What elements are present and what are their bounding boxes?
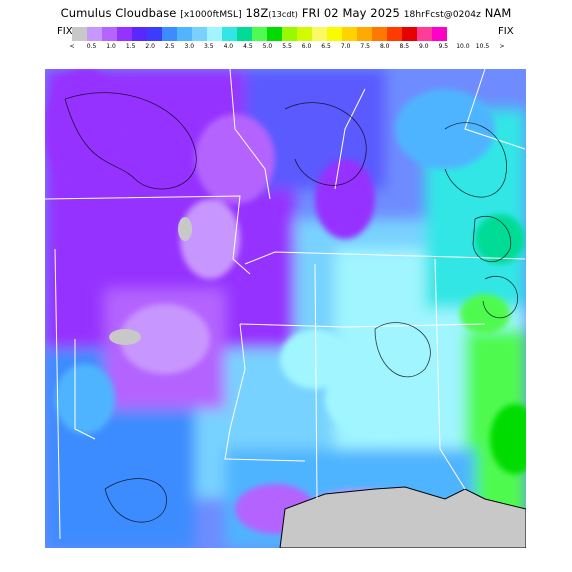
title-valid-local: (13cdt)	[268, 10, 299, 19]
colorbar-tick-label: <	[69, 43, 75, 50]
gulf-water	[279, 486, 526, 548]
colorbar-swatch	[117, 27, 132, 41]
contour-lines	[64, 92, 518, 523]
colorbar-swatch	[297, 27, 312, 41]
low-cloudbase-patch	[178, 217, 192, 241]
colorbar-tick-label: 2.5	[164, 43, 175, 50]
colorbar-left-label: FIX	[57, 26, 73, 37]
colorbar-swatch	[147, 27, 162, 41]
colorbar-swatch	[72, 27, 87, 41]
colorbar-tick-label: 10.0	[456, 43, 470, 50]
colorbar-tick-label: 3.0	[184, 43, 195, 50]
colorbar-tick-label: 10.5	[475, 43, 490, 50]
colorbar-swatch	[87, 27, 102, 41]
colorbar-tick-label: 9.5	[438, 43, 449, 50]
colorbar-tick-label: 9.0	[419, 43, 429, 50]
cloudbase-field	[45, 69, 526, 548]
low-cloudbase-patch	[109, 329, 141, 345]
colorbar-tick-label: 8.0	[379, 43, 390, 50]
colorbar-ticks: <0.5 1.0 1.5 2.0 2.5 3.0 3.5 4.0 4.5 5.0 5.5 6.0 6.5…	[64, 43, 504, 53]
colorbar-tick-label: 7.0	[340, 43, 351, 50]
colorbar-swatch	[192, 27, 207, 41]
colorbar-swatch	[417, 27, 432, 41]
colorbar-swatch	[432, 27, 447, 41]
title-product: Cumulus Cloudbase	[60, 6, 177, 20]
title-model: NAM	[484, 6, 512, 20]
colorbar-swatch	[402, 27, 417, 41]
colorbar-tick-label: 6.5	[321, 43, 331, 50]
colorbar-swatch	[387, 27, 402, 41]
colorbar-tick-label: 3.5	[204, 43, 214, 50]
colorbar-tick-label: 1.5	[125, 43, 136, 50]
colorbar-tick-label: >	[499, 43, 505, 50]
colorbar-right-label: FIX	[498, 26, 514, 37]
colorbar-swatch	[222, 27, 237, 41]
map-title: Cumulus Cloudbase [x1000ftMSL] 18Z(13cdt…	[0, 6, 572, 20]
colorbar-tick-label: 2.0	[145, 43, 155, 50]
colorbar-swatch	[252, 27, 267, 41]
colorbar-swatch	[237, 27, 252, 41]
colorbar-tick-label: 8.5	[399, 43, 410, 50]
colorbar-tick-label: 4.5	[243, 43, 253, 50]
colorbar-swatch	[267, 27, 282, 41]
colorbar-tick-label: 5.5	[282, 43, 292, 50]
colorbar-swatch	[372, 27, 387, 41]
colorbar-tick-label: 7.5	[360, 43, 370, 50]
colorbar-tick-label: 4.0	[223, 43, 234, 50]
colorbar-swatch	[357, 27, 372, 41]
colorbar-tick-label: 6.0	[301, 43, 312, 50]
state-borders	[45, 69, 526, 540]
colorbar-swatch	[312, 27, 327, 41]
colorbar-swatch	[207, 27, 222, 41]
title-date: FRI 02 May 2025	[301, 6, 400, 20]
colorbar	[72, 27, 447, 41]
colorbar-tick-label: 5.0	[262, 43, 273, 50]
map-panel	[45, 69, 526, 548]
title-units: [x1000ftMSL]	[180, 10, 242, 20]
colorbar-swatch	[102, 27, 117, 41]
colorbar-swatch	[327, 27, 342, 41]
colorbar-swatch	[177, 27, 192, 41]
colorbar-tick-label: 1.0	[106, 43, 116, 50]
colorbar-tick-label: 0.5	[86, 43, 97, 50]
title-valid-time: 18Z	[245, 6, 269, 20]
cloudbase-map	[45, 69, 526, 548]
colorbar-swatch	[342, 27, 357, 41]
title-forecast-info: 18hrFcst@0204z	[403, 10, 481, 20]
colorbar-swatch	[282, 27, 297, 41]
colorbar-swatch	[162, 27, 177, 41]
colorbar-swatch	[132, 27, 147, 41]
